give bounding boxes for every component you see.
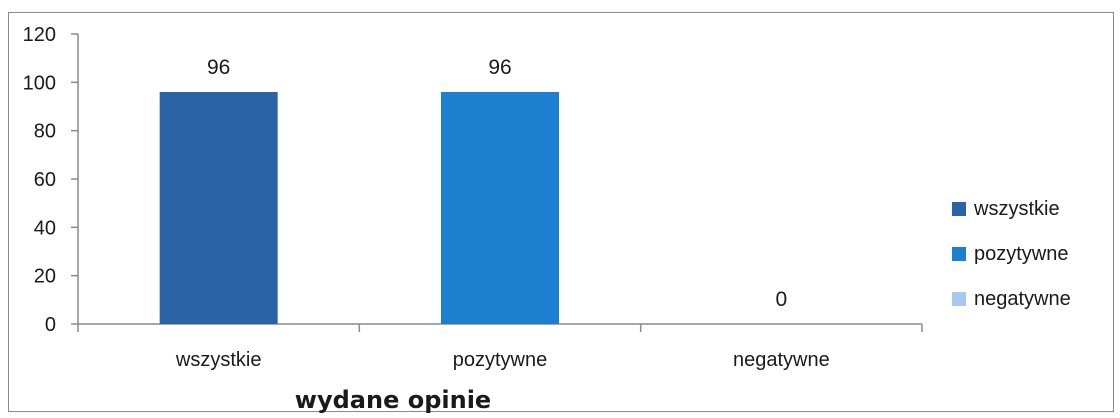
x-axis: wszystkie pozytywne negatywne	[77, 323, 923, 371]
bar-wszystkie	[159, 92, 278, 324]
legend: wszystkie pozytywne negatywne	[952, 198, 1071, 310]
x-tick-label: wszystkie	[175, 349, 262, 371]
x-axis-title: wydane opinie	[295, 386, 491, 414]
legend-swatch	[952, 202, 966, 216]
legend-swatch	[952, 247, 966, 261]
x-tick-label: negatywne	[733, 349, 830, 371]
y-tick-label: 100	[23, 72, 56, 94]
y-tick-label: 60	[34, 169, 56, 191]
y-axis: 0 20 40 60 80 100 120	[23, 24, 79, 336]
bar-pozytywne	[441, 92, 559, 324]
y-tick-label: 120	[23, 24, 56, 46]
legend-label: negatywne	[974, 288, 1071, 310]
y-tick-label: 80	[34, 121, 56, 143]
y-tick-label: 0	[45, 314, 56, 336]
y-tick-label: 20	[34, 266, 56, 288]
bars	[159, 92, 559, 324]
y-tick-label: 40	[34, 217, 56, 239]
x-tick-label: pozytywne	[453, 349, 548, 371]
legend-swatch	[952, 292, 966, 306]
data-label: 0	[775, 288, 787, 311]
data-label: 96	[488, 56, 511, 79]
chart-frame	[8, 12, 1114, 412]
data-labels: 96 96 0	[207, 56, 787, 311]
legend-label: pozytywne	[974, 243, 1069, 265]
data-label: 96	[207, 56, 230, 79]
legend-label: wszystkie	[973, 198, 1060, 220]
